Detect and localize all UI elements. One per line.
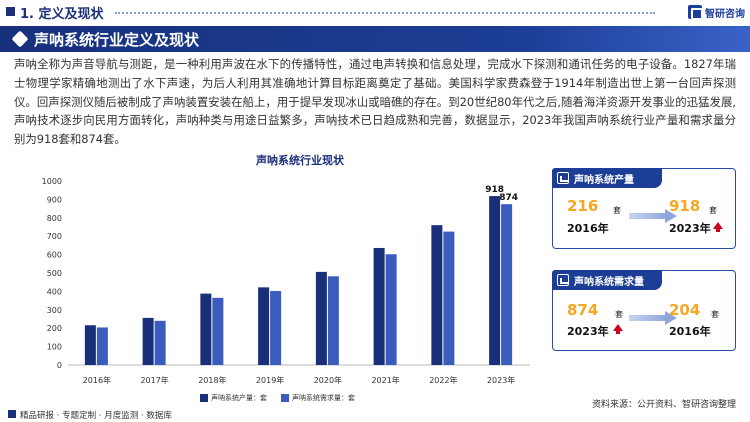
y-tick-label: 900 <box>47 195 62 204</box>
up-arrow-icon <box>713 222 723 232</box>
y-tick-label: 800 <box>47 214 62 223</box>
bar-demand <box>96 327 108 365</box>
bar-production <box>315 271 327 365</box>
bar-demand <box>443 231 455 365</box>
bar-production <box>373 247 385 365</box>
bar-demand <box>501 204 513 365</box>
chart-icon <box>557 172 569 184</box>
footer-marker-icon <box>8 410 16 418</box>
y-tick-label: 300 <box>47 306 62 315</box>
legend-swatch-demand <box>281 394 289 402</box>
x-tick-label: 2023年 <box>487 375 515 385</box>
arrow-right-icon <box>629 311 677 325</box>
y-tick-label: 400 <box>47 287 62 296</box>
data-label-production: 918 <box>485 185 504 195</box>
brand-name: 智研咨询 <box>705 8 745 20</box>
legend-item-production: 声呐系统产量：套 <box>200 393 267 403</box>
bar-production <box>489 196 501 365</box>
card-header: 声呐系统需求量 <box>552 270 662 290</box>
y-tick-label: 700 <box>47 232 62 241</box>
x-tick-label: 2020年 <box>314 375 342 385</box>
y-tick-label: 0 <box>57 361 62 370</box>
from-unit: 套 <box>613 206 621 215</box>
y-tick-label: 600 <box>47 251 62 260</box>
source-note: 资料来源：公开资料、智研咨询整理 <box>591 400 736 410</box>
section-title: 1. 定义及现状 <box>20 7 104 22</box>
bar-demand <box>212 297 224 365</box>
chart-icon <box>557 274 569 286</box>
bar-demand <box>385 254 397 365</box>
x-tick-label: 2019年 <box>256 375 284 385</box>
production-card: 声呐系统产量 216 套 2016年 918 套 2023年 <box>552 168 736 249</box>
up-arrow-icon <box>613 324 623 334</box>
legend-item-demand: 声呐系统需求量：套 <box>281 393 355 403</box>
arrow-right-icon <box>629 209 677 223</box>
y-tick-label: 1000 <box>42 177 62 186</box>
brand-logo: 智研咨询 <box>688 4 745 20</box>
footer: 精品研报 · 专题定制 · 月度监测 · 数据库 资料来源：公开资料、智研咨询整… <box>0 397 750 422</box>
bar-demand <box>154 320 166 365</box>
x-tick-label: 2018年 <box>198 375 226 385</box>
bar-demand <box>327 276 339 365</box>
card-title: 声呐系统产量 <box>574 175 634 186</box>
to-unit: 套 <box>711 310 719 319</box>
x-tick-label: 2016年 <box>83 375 111 385</box>
to-year: 2016年 <box>669 325 711 338</box>
diamond-icon <box>11 30 29 48</box>
to-year: 2023年 <box>669 222 711 235</box>
intro-paragraph: 声呐全称为声音导航与测距，是一种利用声波在水下的传播特性，通过电声转换和信息处理… <box>14 57 736 147</box>
y-tick-label: 200 <box>47 324 62 333</box>
dotted-divider <box>115 12 655 14</box>
y-tick-label: 100 <box>47 343 62 352</box>
bar-production <box>200 293 212 365</box>
brand-mark-icon <box>688 5 703 20</box>
legend-label-demand: 声呐系统需求量：套 <box>292 394 355 402</box>
from-year: 2016年 <box>567 222 609 235</box>
from-value: 216 <box>567 197 599 215</box>
from-year: 2023年 <box>567 325 609 338</box>
bar-production <box>84 325 96 365</box>
x-tick-label: 2022年 <box>429 375 457 385</box>
demand-card: 声呐系统需求量 874 套 2023年 204 套 2016年 <box>552 270 736 351</box>
title-banner: 声呐系统行业定义及现状 <box>0 26 750 52</box>
top-bar: 1. 定义及现状 智研咨询 <box>0 0 750 24</box>
to-value: 918 <box>669 197 701 215</box>
legend-swatch-production <box>200 394 208 402</box>
to-unit: 套 <box>709 206 717 215</box>
y-tick-label: 500 <box>47 269 62 278</box>
bar-production <box>431 225 443 365</box>
from-value: 874 <box>567 301 599 319</box>
x-tick-label: 2021年 <box>371 375 399 385</box>
bar-production <box>142 317 154 365</box>
x-tick-label: 2017年 <box>140 375 168 385</box>
from-unit: 套 <box>615 310 623 319</box>
card-header: 声呐系统产量 <box>552 168 662 188</box>
bar-chart: 0 100 200 300 400 500 600 700 800 900 1000 2016年 201… <box>42 177 530 385</box>
data-label-demand: 874 <box>499 193 518 203</box>
legend-label-production: 声呐系统产量：套 <box>211 394 267 402</box>
card-title: 声呐系统需求量 <box>574 277 644 288</box>
to-value: 204 <box>669 301 701 319</box>
section-marker-icon <box>6 7 15 16</box>
bar-production <box>258 287 270 365</box>
page-title: 声呐系统行业定义及现状 <box>34 31 200 49</box>
chart-title: 声呐系统行业现状 <box>256 154 344 167</box>
chart-legend: 声呐系统产量：套 声呐系统需求量：套 <box>200 393 355 403</box>
footer-services: 精品研报 · 专题定制 · 月度监测 · 数据库 <box>20 411 172 421</box>
bar-demand <box>270 291 282 365</box>
